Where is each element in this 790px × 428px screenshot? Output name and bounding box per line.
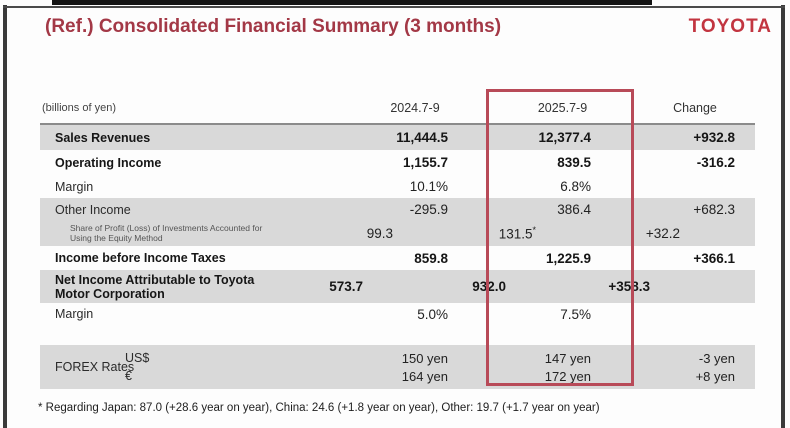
row-label: Share of Profit (Loss) of Investments Ac… <box>70 223 263 243</box>
column-header-2025: 2025.7-9 <box>537 101 588 115</box>
row-net-margin: Margin 5.0% 7.5% <box>40 303 755 325</box>
frame-left-border <box>3 5 7 428</box>
value-change: +682.3 <box>693 202 735 217</box>
financial-summary-table: (billions of yen) 2024.7-9 2025.7-9 Chan… <box>40 93 755 389</box>
value-2024: 573.7 <box>329 279 363 294</box>
value-change: +358.3 <box>608 279 650 294</box>
row-equity-method-share: Share of Profit (Loss) of Investments Ac… <box>40 221 755 246</box>
row-other-income: Other Income -295.9 386.4 +682.3 <box>40 198 755 221</box>
value-2024: 859.8 <box>414 250 448 266</box>
value-2024: 99.3 <box>366 226 393 241</box>
toyota-wordmark: TOYOTA <box>688 16 772 37</box>
value-2024: 10.1% <box>409 179 448 194</box>
value-2024: -295.9 <box>409 202 448 217</box>
value-change: +366.1 <box>693 250 735 266</box>
row-operating-income: Operating Income 1,155.7 839.5 -316.2 <box>40 150 755 175</box>
value-2025: 932.0 <box>472 279 506 294</box>
value-2025: 172 yen <box>544 368 591 384</box>
value-2025: 131.5* <box>435 225 580 242</box>
table-gap <box>40 325 755 345</box>
unit-label: (billions of yen) <box>42 102 116 114</box>
footnote-marker: * <box>532 225 536 236</box>
value-2024: 164 yen <box>401 368 448 384</box>
value-2025: 1,225.9 <box>545 250 591 266</box>
row-net-income: Net Income Attributable to Toyota Motor … <box>40 270 755 303</box>
value-change: +32.2 <box>645 226 680 241</box>
row-label: Sales Revenues <box>55 130 151 145</box>
column-header-change: Change <box>673 101 717 115</box>
value-2025: 386.4 <box>557 202 591 217</box>
page-title: (Ref.) Consolidated Financial Summary (3… <box>45 16 502 37</box>
row-label: Operating Income <box>55 155 162 170</box>
value-2024: 11,444.5 <box>396 130 448 145</box>
frame-top-border <box>3 6 785 8</box>
forex-row-usd: US$ 150 yen 147 yen -3 yen <box>40 351 755 366</box>
forex-rates-block: FOREX Rates US$ 150 yen 147 yen -3 yen €… <box>40 345 755 389</box>
value-2025: 839.5 <box>557 155 591 170</box>
row-income-before-taxes: Income before Income Taxes 859.8 1,225.9… <box>40 246 755 270</box>
forex-row-euro: € 164 yen 172 yen +8 yen <box>40 369 755 384</box>
value-2025: 147 yen <box>544 350 591 366</box>
value-change: +8 yen <box>695 368 735 384</box>
value-2024: 150 yen <box>401 350 448 366</box>
table-header-row: (billions of yen) 2024.7-9 2025.7-9 Chan… <box>40 93 755 123</box>
row-label: Income before Income Taxes <box>55 251 226 265</box>
currency-label: US$ <box>125 351 150 365</box>
footnote: * Regarding Japan: 87.0 (+28.6 year on y… <box>38 402 600 414</box>
row-label: Margin <box>55 179 94 194</box>
value-text: 131.5 <box>498 226 533 242</box>
value-change: +932.8 <box>693 130 735 145</box>
value-change: -316.2 <box>696 155 735 170</box>
forex-rates-label: FOREX Rates <box>55 360 135 374</box>
forex-rows: US$ 150 yen 147 yen -3 yen € 164 yen 172… <box>40 351 755 384</box>
value-2025: 7.5% <box>560 306 591 322</box>
row-sales-revenues: Sales Revenues 11,444.5 12,377.4 +932.8 <box>40 123 755 150</box>
column-header-2024: 2024.7-9 <box>390 101 440 115</box>
value-2024: 1,155.7 <box>402 155 448 170</box>
frame-right-border <box>781 5 785 428</box>
slide-header: (Ref.) Consolidated Financial Summary (3… <box>45 16 772 38</box>
row-operating-margin: Margin 10.1% 6.8% <box>40 175 755 198</box>
currency-label: € <box>125 369 132 383</box>
value-2025: 6.8% <box>560 179 591 194</box>
row-label: Margin <box>55 307 94 321</box>
row-label: Other Income <box>55 202 131 217</box>
row-label: Net Income Attributable to Toyota Motor … <box>55 272 255 301</box>
value-change: -3 yen <box>698 350 735 366</box>
value-2024: 5.0% <box>417 306 448 322</box>
top-edge-artifact <box>52 0 652 5</box>
value-2025: 12,377.4 <box>538 130 591 145</box>
